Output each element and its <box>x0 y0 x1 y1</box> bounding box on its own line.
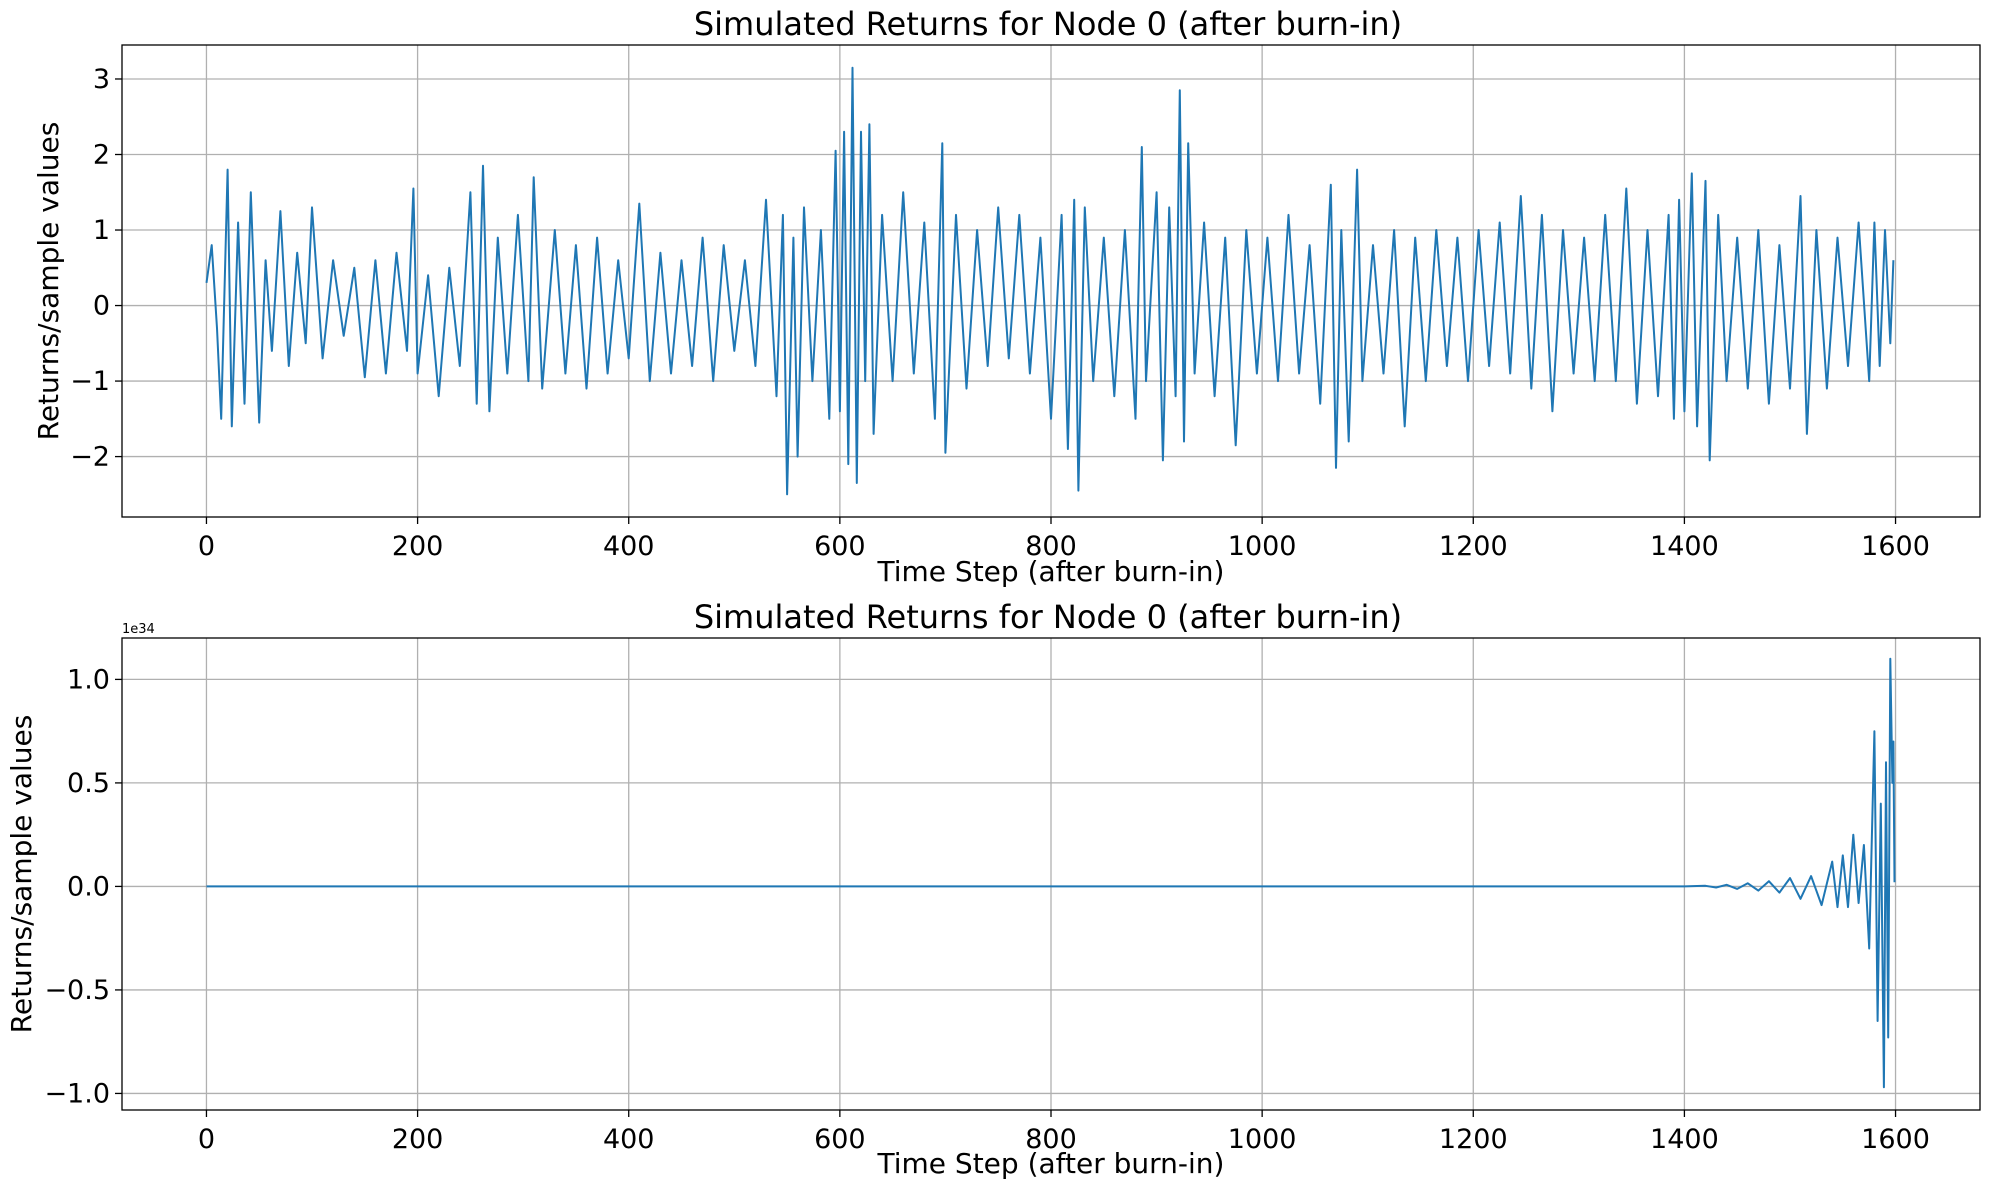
x-tick-label: 1200 <box>1439 1124 1508 1155</box>
x-tick-label: 400 <box>603 531 655 562</box>
x-tick-label: 800 <box>1025 1124 1077 1155</box>
x-tick-label: 1000 <box>1228 531 1297 562</box>
x-tick-label: 200 <box>392 1124 444 1155</box>
y-tick-label: 1.0 <box>67 664 110 695</box>
x-tick-label: 1000 <box>1228 1124 1297 1155</box>
y-tick-label: 0.0 <box>67 871 110 902</box>
y-tick-label: 1 <box>93 215 110 246</box>
y-tick-label: 3 <box>93 64 110 95</box>
series-line <box>205 66 1895 496</box>
chart-title: Simulated Returns for Node 0 (after burn… <box>694 598 1402 636</box>
y-tick-label: 0.5 <box>67 768 110 799</box>
y-axis-label: Returns/sample values <box>5 715 38 1034</box>
x-tick-label: 600 <box>814 531 866 562</box>
x-tick-label: 600 <box>814 1124 866 1155</box>
y-axis-label: Returns/sample values <box>32 122 65 441</box>
x-tick-label: 200 <box>392 531 444 562</box>
x-axis-label: Time Step (after burn-in) <box>877 1147 1225 1180</box>
y-tick-label: −1.0 <box>44 1078 110 1109</box>
y-offset-label: 1e34 <box>122 622 155 637</box>
x-tick-label: 0 <box>198 1124 215 1155</box>
y-tick-label: −1 <box>70 366 110 397</box>
x-tick-label: 1400 <box>1650 1124 1719 1155</box>
x-tick-label: 0 <box>198 531 215 562</box>
x-tick-label: 400 <box>603 1124 655 1155</box>
y-tick-label: 2 <box>93 140 110 171</box>
plot-frame <box>121 44 1981 518</box>
chart-panel-bottom: Simulated Returns for Node 0 (after burn… <box>5 598 1981 1180</box>
plot-frame <box>121 637 1981 1111</box>
x-tick-label: 1200 <box>1439 531 1508 562</box>
y-tick-label: 0 <box>93 291 110 322</box>
series-line <box>206 657 1896 1089</box>
x-tick-label: 800 <box>1025 531 1077 562</box>
chart-panel-top: Simulated Returns for Node 0 (after burn… <box>32 5 1981 588</box>
x-tick-label: 1600 <box>1861 531 1930 562</box>
x-tick-label: 1400 <box>1650 531 1719 562</box>
axis-ticks: 0 200 400 600 800 1000 1200 1400 1600 −2 −1 0 1 2 3 <box>70 64 1930 562</box>
chart-title: Simulated Returns for Node 0 (after burn… <box>694 5 1402 43</box>
axis-ticks: 0 200 400 600 800 1000 1200 1400 1600 −1.0 −0.5 0.0… <box>44 664 1929 1155</box>
x-axis-label: Time Step (after burn-in) <box>877 555 1225 588</box>
y-tick-label: −2 <box>70 442 110 473</box>
grid-lines <box>122 638 1980 1110</box>
x-tick-label: 1600 <box>1861 1124 1930 1155</box>
y-tick-label: −0.5 <box>44 975 110 1006</box>
